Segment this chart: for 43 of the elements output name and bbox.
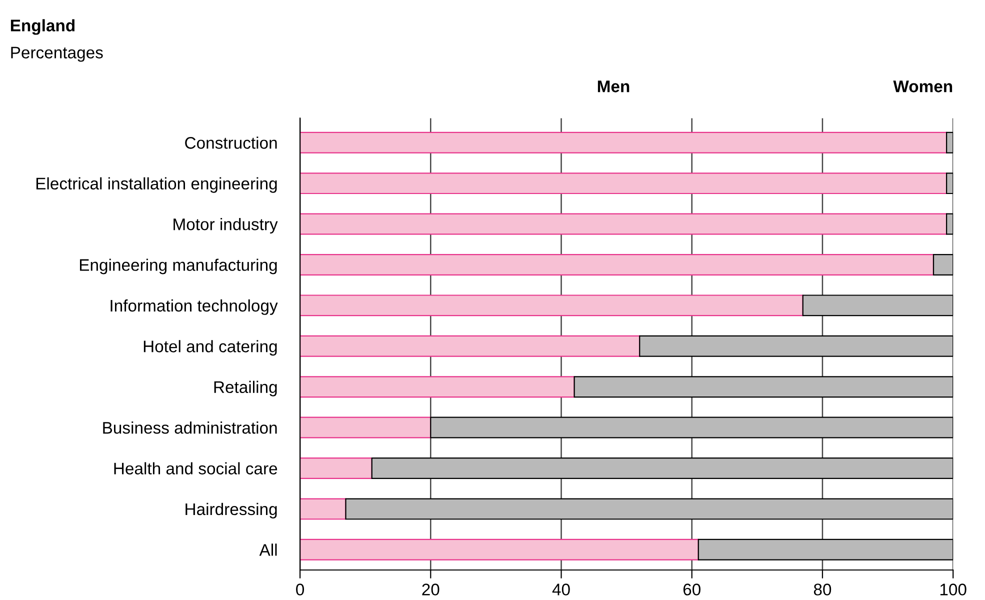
bar xyxy=(371,458,954,479)
bar xyxy=(300,335,640,357)
bar xyxy=(300,538,699,560)
x-tick-label: 60 xyxy=(683,584,700,596)
bar xyxy=(300,254,934,276)
bar xyxy=(946,132,954,154)
bar xyxy=(300,294,804,316)
y-tick-label: Business administration xyxy=(103,422,277,434)
y-tick-label: Hairdressing xyxy=(186,502,277,518)
bar xyxy=(300,213,948,235)
bar xyxy=(300,376,575,398)
text: Women xyxy=(893,80,952,92)
x-tick-label: 0 xyxy=(296,584,304,596)
x-tick-label: 20 xyxy=(422,584,440,596)
bar xyxy=(300,416,432,438)
y-tick-label: All xyxy=(259,544,277,556)
bar xyxy=(430,416,954,438)
y-tick-label: Information technology xyxy=(110,299,278,315)
bar xyxy=(698,538,954,560)
x-tick-label: 80 xyxy=(814,584,832,596)
x-tick-label: 100 xyxy=(940,584,966,596)
bar xyxy=(932,254,954,276)
y-tick-label: Health and social care xyxy=(114,462,278,474)
bar xyxy=(639,335,954,357)
text: Men xyxy=(598,80,630,92)
y-tick-label: Retailing xyxy=(214,380,277,396)
y-tick-label: Motor industry xyxy=(174,218,278,234)
bar xyxy=(802,294,954,316)
bar xyxy=(946,172,954,194)
y-tick-label: Engineering manufacturing xyxy=(80,258,277,274)
y-tick-label: Hotel and catering xyxy=(144,340,277,356)
text: Percentages xyxy=(11,46,103,62)
y-tick-label: Electrical installation engineering xyxy=(36,177,277,193)
y-tick-label: Construction xyxy=(185,136,277,149)
bar xyxy=(946,213,954,235)
bar xyxy=(574,376,954,398)
bar xyxy=(300,458,372,479)
bar xyxy=(345,498,954,520)
bar xyxy=(300,132,948,154)
bar xyxy=(300,172,948,194)
text: England xyxy=(10,19,74,35)
x-tick-label: 40 xyxy=(552,584,570,596)
bar xyxy=(300,498,346,520)
